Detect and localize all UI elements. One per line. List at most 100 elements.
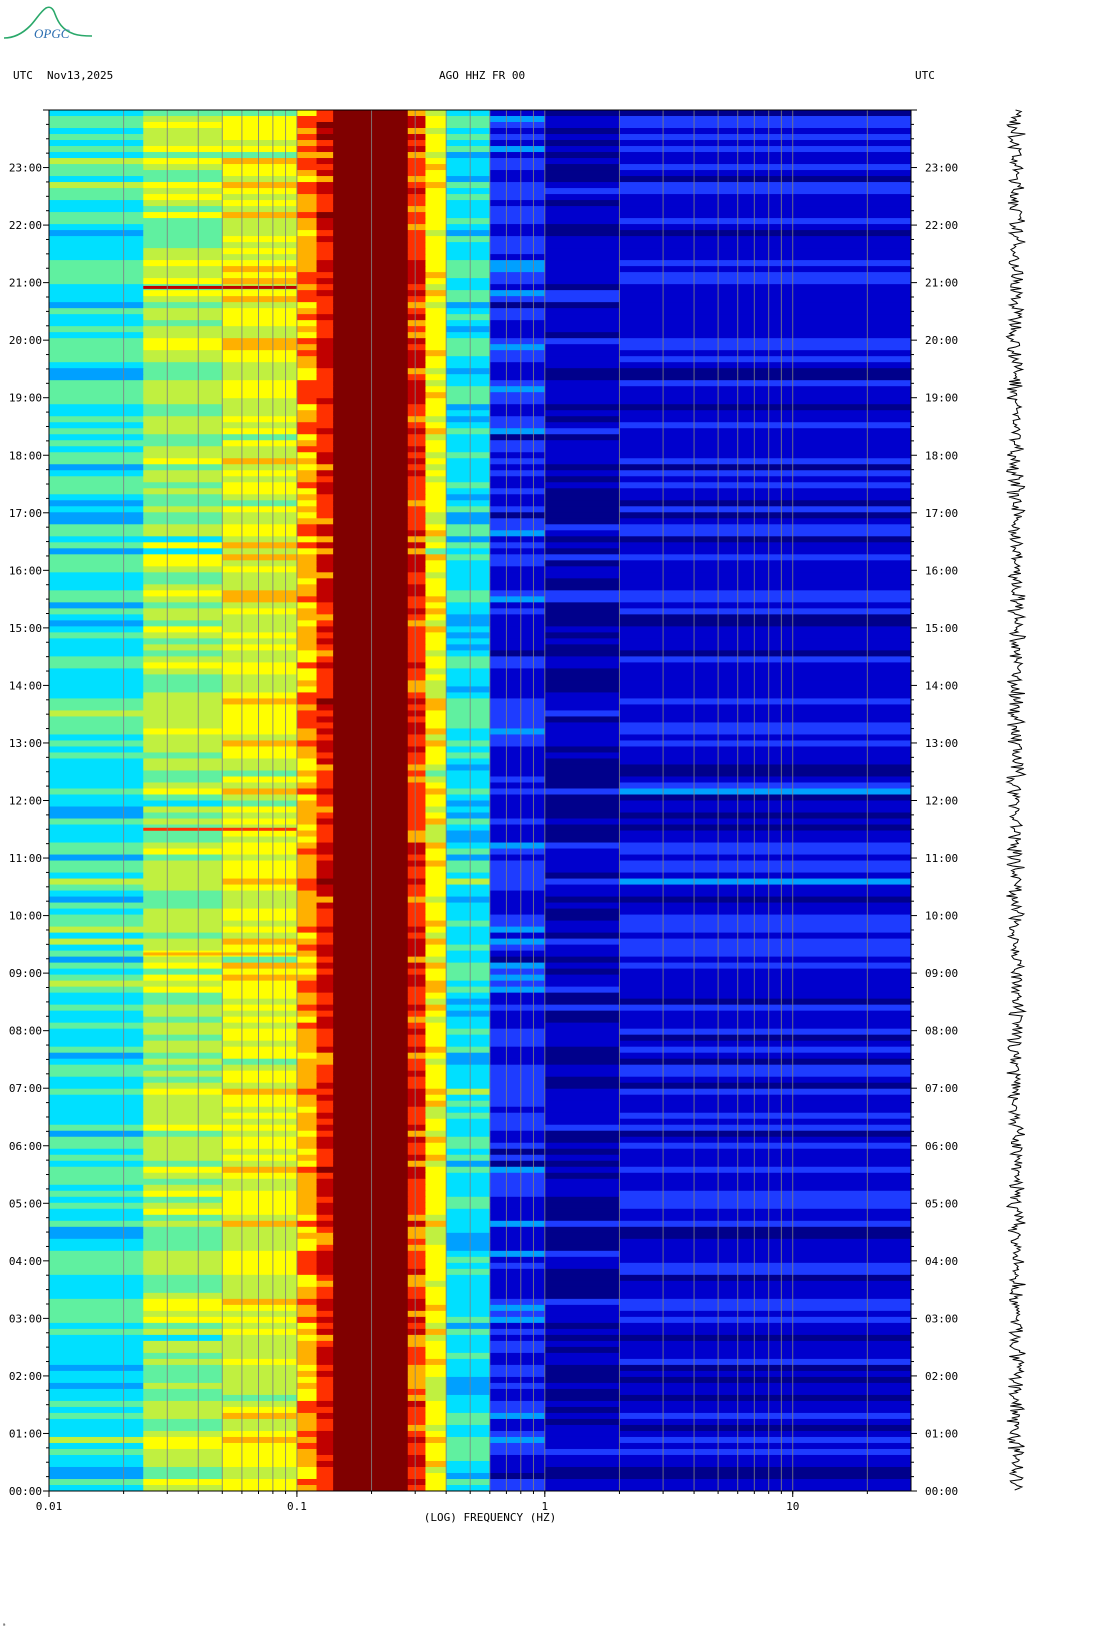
spectral-cell [407,206,427,213]
spectral-cell [619,920,911,928]
spectral-cell [489,110,546,117]
spectral-cell [316,1436,334,1444]
spectral-cell [222,764,298,772]
spectral-cell [425,488,447,495]
spectral-cell [619,1016,911,1024]
spectral-cell [489,872,546,880]
spectral-cell [49,1310,144,1318]
spectral-cell [619,1070,911,1078]
spectral-cell [407,128,427,135]
spectral-cell [143,866,223,874]
event-band [143,827,297,831]
spectral-cell [446,1340,491,1348]
spectral-cell [333,392,409,399]
spectral-cell [316,782,334,790]
spectral-cell [143,662,223,670]
spectral-cell [489,374,546,381]
spectral-cell [143,536,223,543]
spectral-cell [619,338,911,345]
spectral-cell [143,176,223,183]
spectral-cell [222,278,298,285]
spectral-cell [489,548,546,555]
spectral-cell [489,1316,546,1324]
spectral-cell [544,296,621,303]
spectral-cell [619,260,911,267]
spectral-cell [425,242,447,249]
spectral-cell [489,308,546,315]
spectral-cell [333,374,409,381]
spectral-cell [222,428,298,435]
spectral-cell [316,704,334,712]
spectral-cell [489,434,546,441]
spectral-cell [316,1142,334,1150]
spectral-cell [619,1076,911,1084]
spectral-cell [316,1430,334,1438]
spectral-cell [544,1190,621,1198]
spectral-cell [316,710,334,718]
spectral-cell [446,1214,491,1222]
spectral-cell [222,758,298,766]
spectral-cell [143,122,223,129]
spectral-cell [407,632,427,639]
spectral-cell [222,272,298,279]
spectral-cell [296,542,318,549]
spectral-cell [143,1040,223,1048]
spectral-cell [296,824,318,832]
spectral-cell [407,710,427,718]
spectral-cell [619,416,911,423]
spectral-cell [143,596,223,603]
spectral-cell [425,512,447,519]
spectral-cell [407,728,427,736]
spectral-cell [489,1484,546,1491]
spectral-cell [489,302,546,309]
spectral-cell [296,308,318,315]
spectral-cell [407,1340,427,1348]
spectral-cell [489,1070,546,1078]
spectral-cell [407,674,427,682]
spectral-cell [619,1352,911,1360]
spectral-cell [425,1172,447,1180]
spectral-cell [49,158,144,165]
spectral-cell [143,476,223,483]
spectral-cell [446,1376,491,1384]
spectral-cell [425,836,447,844]
spectral-cell [333,134,409,141]
spectral-cell [49,218,144,225]
spectral-cell [619,1448,911,1456]
spectral-cell [446,260,491,267]
spectral-cell [619,446,911,453]
corner-mark: ᵃ [2,1622,7,1630]
spectral-cell [407,152,427,159]
spectral-cell [49,1478,144,1486]
spectral-cell [222,1382,298,1390]
spectral-cell [425,248,447,255]
spectral-cell [222,338,298,345]
spectral-cell [333,224,409,231]
spectral-cell [446,836,491,844]
spectral-cell [333,1178,409,1186]
spectral-cell [222,704,298,712]
spectral-cell [619,272,911,279]
spectral-cell [425,272,447,279]
spectral-cell [619,644,911,651]
spectral-cell [333,176,409,183]
spectral-cell [544,416,621,423]
spectral-cell [143,914,223,922]
spectral-cell [316,1286,334,1294]
spectral-cell [425,1148,447,1156]
spectral-cell [544,158,621,165]
spectral-cell [296,1268,318,1276]
spectral-cell [489,476,546,483]
spectral-cell [49,266,144,273]
spectral-cell [407,476,427,483]
spectral-cell [296,374,318,381]
spectral-cell [222,1292,298,1300]
spectral-cell [446,536,491,543]
spectral-cell [407,1196,427,1204]
spectral-cell [296,728,318,736]
spectral-cell [333,464,409,471]
spectral-cell [425,812,447,820]
spectral-cell [489,554,546,561]
spectral-cell [49,662,144,670]
spectral-cell [222,1364,298,1372]
